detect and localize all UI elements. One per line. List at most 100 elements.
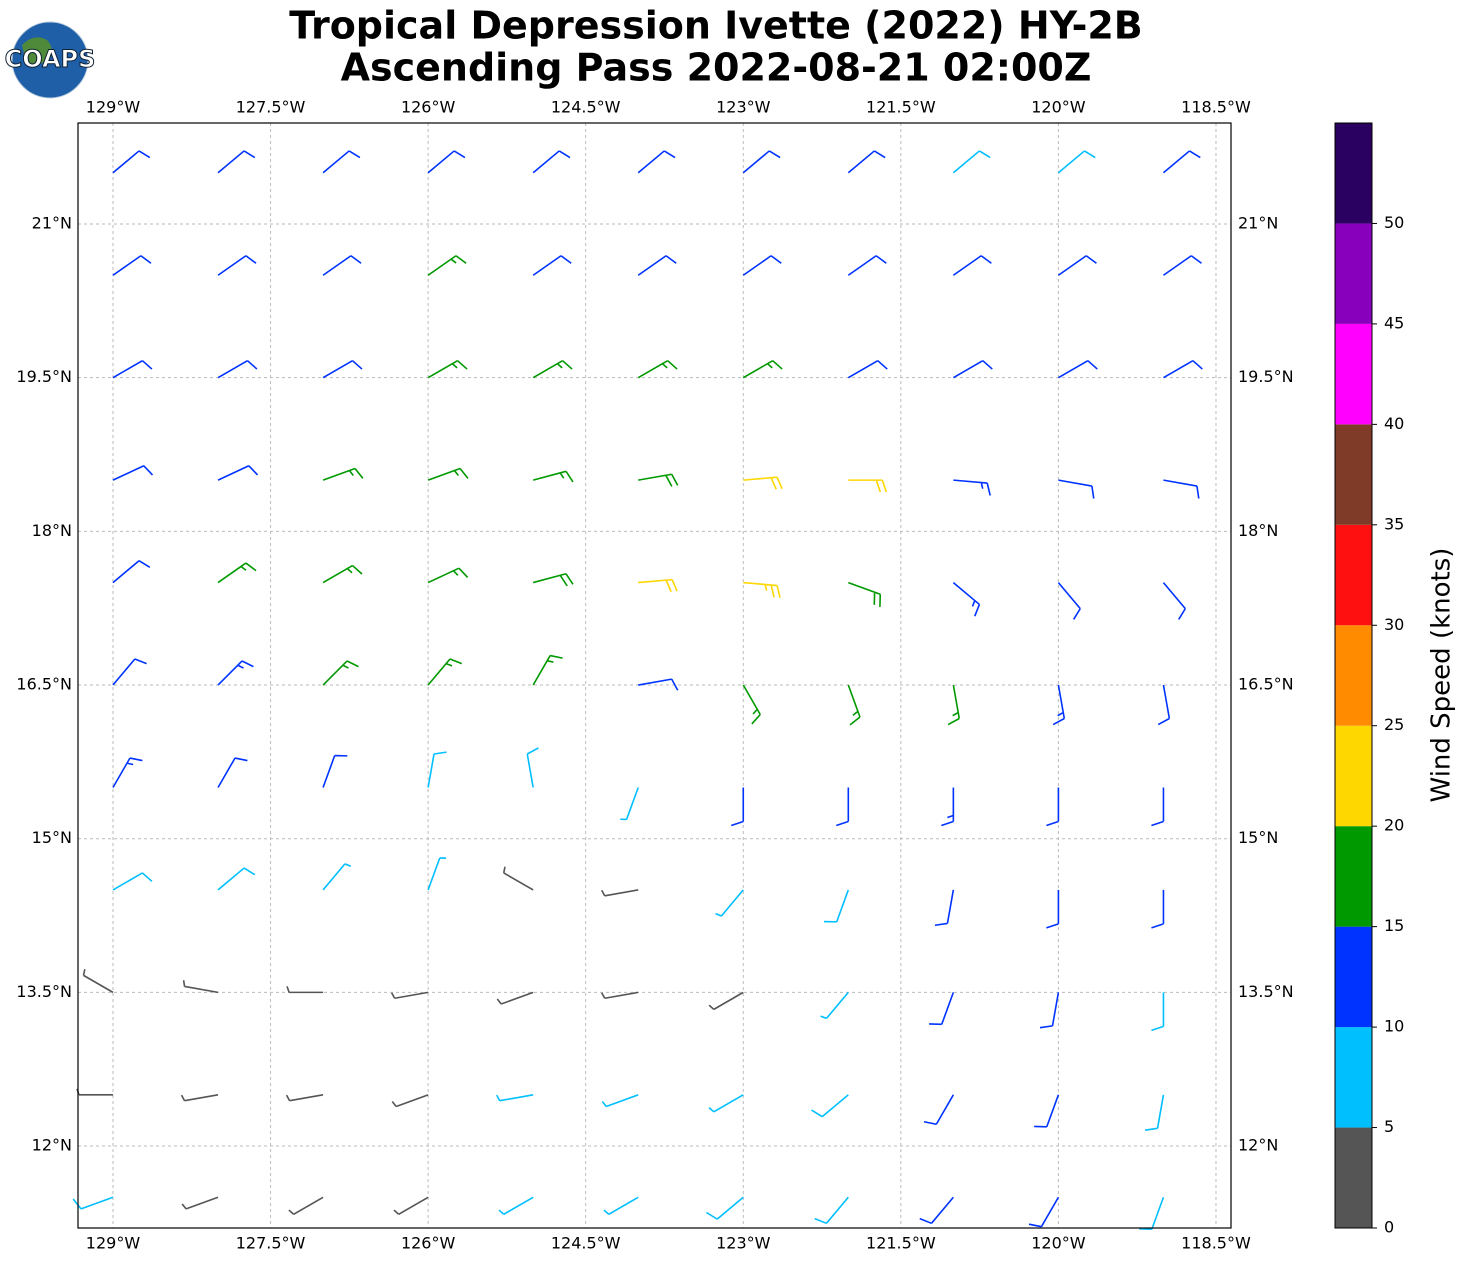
wind-barb: [526, 747, 539, 788]
wind-barb: [427, 567, 469, 584]
x-tick-label: 126°W: [401, 1234, 456, 1253]
colorbar-segment: [1335, 424, 1372, 525]
wind-barb: [1139, 1196, 1165, 1231]
x-tick-label: 127.5°W: [236, 98, 306, 117]
wind-barb: [76, 1088, 113, 1096]
wind-barb: [495, 1094, 534, 1102]
wind-barb: [112, 757, 143, 788]
wind-barb: [1144, 1094, 1165, 1131]
wind-barb: [708, 1094, 744, 1113]
colorbar-tick-label: 50: [1384, 213, 1404, 232]
wind-barb: [952, 255, 992, 276]
wind-barb: [637, 255, 677, 276]
wind-barb: [743, 581, 781, 599]
colorbar-segment: [1335, 223, 1372, 324]
wind-barb: [814, 1196, 849, 1225]
wind-barb: [427, 359, 468, 379]
wind-barb: [638, 473, 679, 487]
colorbar-segment: [1335, 524, 1372, 626]
x-tick-label: 120°W: [1031, 98, 1086, 117]
wind-barb: [217, 150, 256, 174]
colorbar-tick-label: 10: [1384, 1017, 1404, 1036]
wind-barb: [532, 573, 574, 587]
wind-barb: [708, 991, 744, 1011]
wind-barb: [286, 986, 324, 994]
wind-barb: [929, 992, 955, 1026]
wind-barb: [848, 479, 888, 493]
wind-barb: [941, 787, 955, 827]
wind-barb: [427, 150, 466, 174]
wind-barb: [1151, 787, 1165, 827]
colorbar-segment: [1335, 323, 1372, 425]
wind-barb: [1057, 150, 1096, 174]
wind-barb: [836, 787, 850, 827]
y-tick-label: 13.5°N: [16, 982, 72, 1001]
colorbar-tick-label: 35: [1384, 514, 1404, 533]
y-tick-label: 12°N: [32, 1136, 72, 1155]
wind-barb: [1151, 992, 1165, 1032]
x-tick-label: 124.5°W: [551, 1234, 621, 1253]
x-tick-label: 124.5°W: [551, 98, 621, 117]
wind-barb: [427, 255, 467, 276]
wind-barb: [532, 255, 572, 276]
wind-barb: [1163, 479, 1200, 499]
wind-barb: [1034, 1094, 1060, 1128]
wind-barb: [217, 255, 257, 276]
wind-barb: [182, 980, 219, 994]
wind-barb: [427, 658, 463, 686]
wind-barb: [638, 678, 679, 691]
wind-barb: [498, 1196, 534, 1215]
wind-barb: [1046, 889, 1060, 929]
wind-barb: [601, 1094, 639, 1108]
wind-barb: [706, 1196, 744, 1220]
wind-barb: [820, 991, 849, 1020]
y-tick-label: 15°N: [32, 828, 72, 847]
wind-barb: [1058, 359, 1098, 379]
wind-barb: [824, 889, 850, 923]
wind-barb: [112, 658, 147, 686]
colorbar-segment: [1335, 625, 1372, 726]
wind-barb: [112, 872, 153, 891]
wind-barb: [217, 757, 248, 788]
wind-barb: [322, 754, 348, 788]
colorbar-segment: [1335, 1127, 1372, 1228]
wind-barb: [322, 359, 363, 379]
wind-barb: [742, 150, 781, 174]
y-tick-label: 16.5°N: [16, 675, 72, 694]
wind-barb: [112, 255, 152, 276]
wind-barb: [1157, 684, 1171, 726]
wind-barb: [847, 684, 861, 726]
wind-barb: [532, 654, 563, 686]
wind-barb: [285, 1094, 324, 1102]
x-tick-label: 126°W: [401, 98, 456, 117]
wind-barb: [322, 863, 352, 891]
colorbar-label: Wind Speed (knots): [1427, 548, 1457, 803]
wind-barb: [742, 255, 782, 276]
wind-barb: [112, 359, 153, 379]
wind-barb: [82, 969, 114, 994]
wind-barb: [1028, 1196, 1060, 1228]
wind-barb: [393, 1196, 429, 1215]
wind-barb: [847, 150, 886, 174]
wind-barb: [217, 465, 259, 481]
y-tick-label: 19.5°N: [1238, 367, 1294, 386]
wind-barb: [112, 560, 151, 584]
title-line: Ascending Pass 2022-08-21 02:00Z: [341, 46, 1092, 90]
wind-barb: [847, 255, 887, 276]
colorbar-segment: [1335, 1027, 1372, 1128]
y-tick-label: 19.5°N: [16, 367, 72, 386]
colorbar-frame: [1334, 122, 1373, 1229]
wind-barb: [322, 660, 359, 686]
title-line: Tropical Depression Ivette (2022) HY-2B: [289, 4, 1143, 48]
wind-barb: [919, 1196, 954, 1225]
wind-barb: [952, 150, 991, 174]
wind-barb: [427, 857, 447, 891]
wind-barb: [322, 150, 361, 174]
wind-barb: [1057, 582, 1081, 620]
wind-barb: [923, 1094, 955, 1126]
wind-barb: [112, 465, 154, 481]
x-tick-label: 129°W: [86, 1234, 141, 1253]
colorbar-tick-label: 20: [1384, 816, 1404, 835]
wind-barb: [532, 359, 573, 379]
